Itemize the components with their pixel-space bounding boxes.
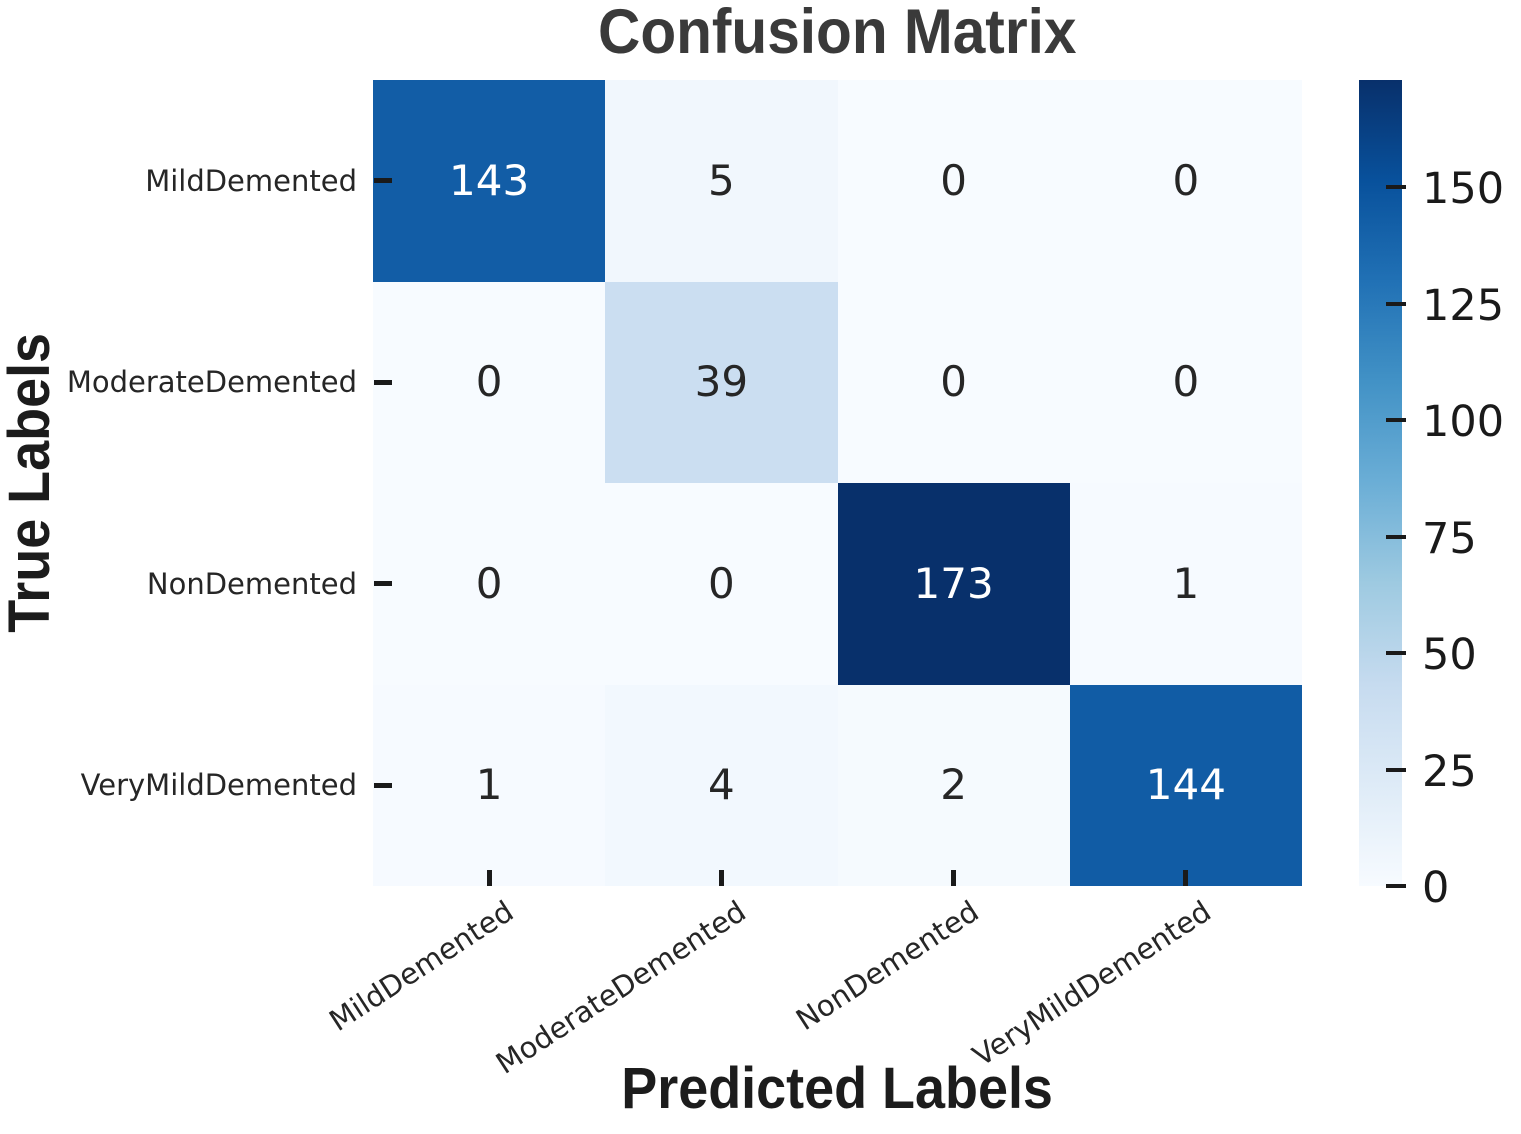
matrix-cell: 0 bbox=[1069, 281, 1302, 483]
y-axis-title-text: True Labels bbox=[0, 333, 62, 633]
matrix-cell-value: 1 bbox=[1172, 558, 1200, 608]
colorbar-tick-mark bbox=[1386, 651, 1406, 656]
y-tick-mark bbox=[374, 178, 392, 184]
x-tick-label: MildDemented bbox=[323, 894, 520, 1038]
matrix-cell: 144 bbox=[1069, 684, 1302, 886]
matrix-cell: 4 bbox=[605, 684, 838, 886]
matrix-cell-value: 0 bbox=[475, 357, 503, 407]
y-axis-title: True Labels bbox=[0, 113, 62, 853]
x-axis-title: Predicted Labels bbox=[373, 1054, 1302, 1124]
colorbar-tick-label: 150 bbox=[1422, 164, 1505, 215]
matrix-cell-value: 0 bbox=[475, 558, 503, 608]
matrix-cell: 2 bbox=[837, 684, 1070, 886]
matrix-cell-value: 0 bbox=[708, 558, 735, 608]
x-tick-mark bbox=[718, 870, 724, 886]
x-axis-title-text: Predicted Labels bbox=[621, 1056, 1054, 1121]
chart-title-text: Confusion Matrix bbox=[598, 0, 1077, 67]
matrix-cell: 143 bbox=[373, 80, 606, 282]
matrix-cell: 5 bbox=[605, 80, 838, 282]
colorbar-tick-mark bbox=[1386, 884, 1406, 888]
y-tick-mark bbox=[374, 379, 392, 385]
x-tick-mark bbox=[486, 870, 492, 886]
matrix-cell: 0 bbox=[605, 483, 838, 685]
colorbar-tick-label: 125 bbox=[1422, 280, 1505, 331]
matrix-cell: 0 bbox=[837, 80, 1070, 282]
colorbar-tick-label: 100 bbox=[1422, 397, 1505, 448]
colorbar bbox=[1359, 80, 1402, 886]
matrix-cell-value: 39 bbox=[694, 357, 749, 407]
matrix-cell: 39 bbox=[605, 281, 838, 483]
colorbar-tick-label: 50 bbox=[1422, 630, 1477, 681]
matrix-cell-value: 173 bbox=[913, 558, 994, 608]
matrix-cell-value: 143 bbox=[449, 155, 530, 205]
matrix-cell-value: 1 bbox=[475, 760, 503, 810]
matrix-cell: 0 bbox=[1069, 80, 1302, 282]
x-tick-mark bbox=[951, 870, 957, 886]
x-tick-label: ModerateDemented bbox=[490, 894, 752, 1081]
matrix-cell-value: 2 bbox=[940, 760, 967, 810]
matrix-cell-value: 4 bbox=[708, 760, 735, 810]
colorbar-tick-label: 0 bbox=[1422, 863, 1450, 913]
colorbar-tick-label: 25 bbox=[1422, 746, 1477, 797]
matrix-cell-value: 0 bbox=[940, 357, 967, 407]
y-tick-label: VeryMildDemented bbox=[80, 768, 357, 803]
matrix-cell: 0 bbox=[837, 281, 1070, 483]
colorbar-tick-mark bbox=[1386, 767, 1406, 772]
colorbar-tick-mark bbox=[1386, 301, 1406, 306]
chart-title: Confusion Matrix bbox=[373, 0, 1302, 68]
y-tick-label: MildDemented bbox=[145, 163, 357, 198]
y-tick-label: NonDemented bbox=[146, 566, 357, 601]
matrix-cell-value: 0 bbox=[1172, 155, 1200, 205]
x-tick-mark bbox=[1183, 870, 1189, 886]
matrix-cell: 1 bbox=[1069, 483, 1302, 685]
x-tick-label: VeryMildDemented bbox=[966, 894, 1217, 1074]
y-tick-mark bbox=[374, 782, 392, 788]
colorbar-tick-mark bbox=[1386, 185, 1406, 190]
matrix-cell: 0 bbox=[373, 483, 606, 685]
matrix-cell-value: 5 bbox=[708, 155, 735, 205]
matrix-cell: 1 bbox=[373, 684, 606, 886]
x-tick-label: NonDemented bbox=[789, 894, 985, 1037]
matrix-cell-value: 0 bbox=[1172, 357, 1200, 407]
matrix-cell-value: 0 bbox=[940, 155, 967, 205]
y-tick-mark bbox=[374, 581, 392, 587]
heatmap-grid: 143 5 0 0 0 39 0 0 0 0 173 1 1 4 2 144 bbox=[373, 80, 1302, 886]
colorbar-tick-mark bbox=[1386, 418, 1406, 423]
colorbar-tick-label: 75 bbox=[1422, 513, 1477, 564]
matrix-cell: 173 bbox=[837, 483, 1070, 685]
y-tick-label: ModerateDemented bbox=[66, 365, 357, 400]
matrix-cell: 0 bbox=[373, 281, 606, 483]
matrix-cell-value: 144 bbox=[1145, 760, 1226, 810]
colorbar-tick-mark bbox=[1386, 534, 1406, 539]
